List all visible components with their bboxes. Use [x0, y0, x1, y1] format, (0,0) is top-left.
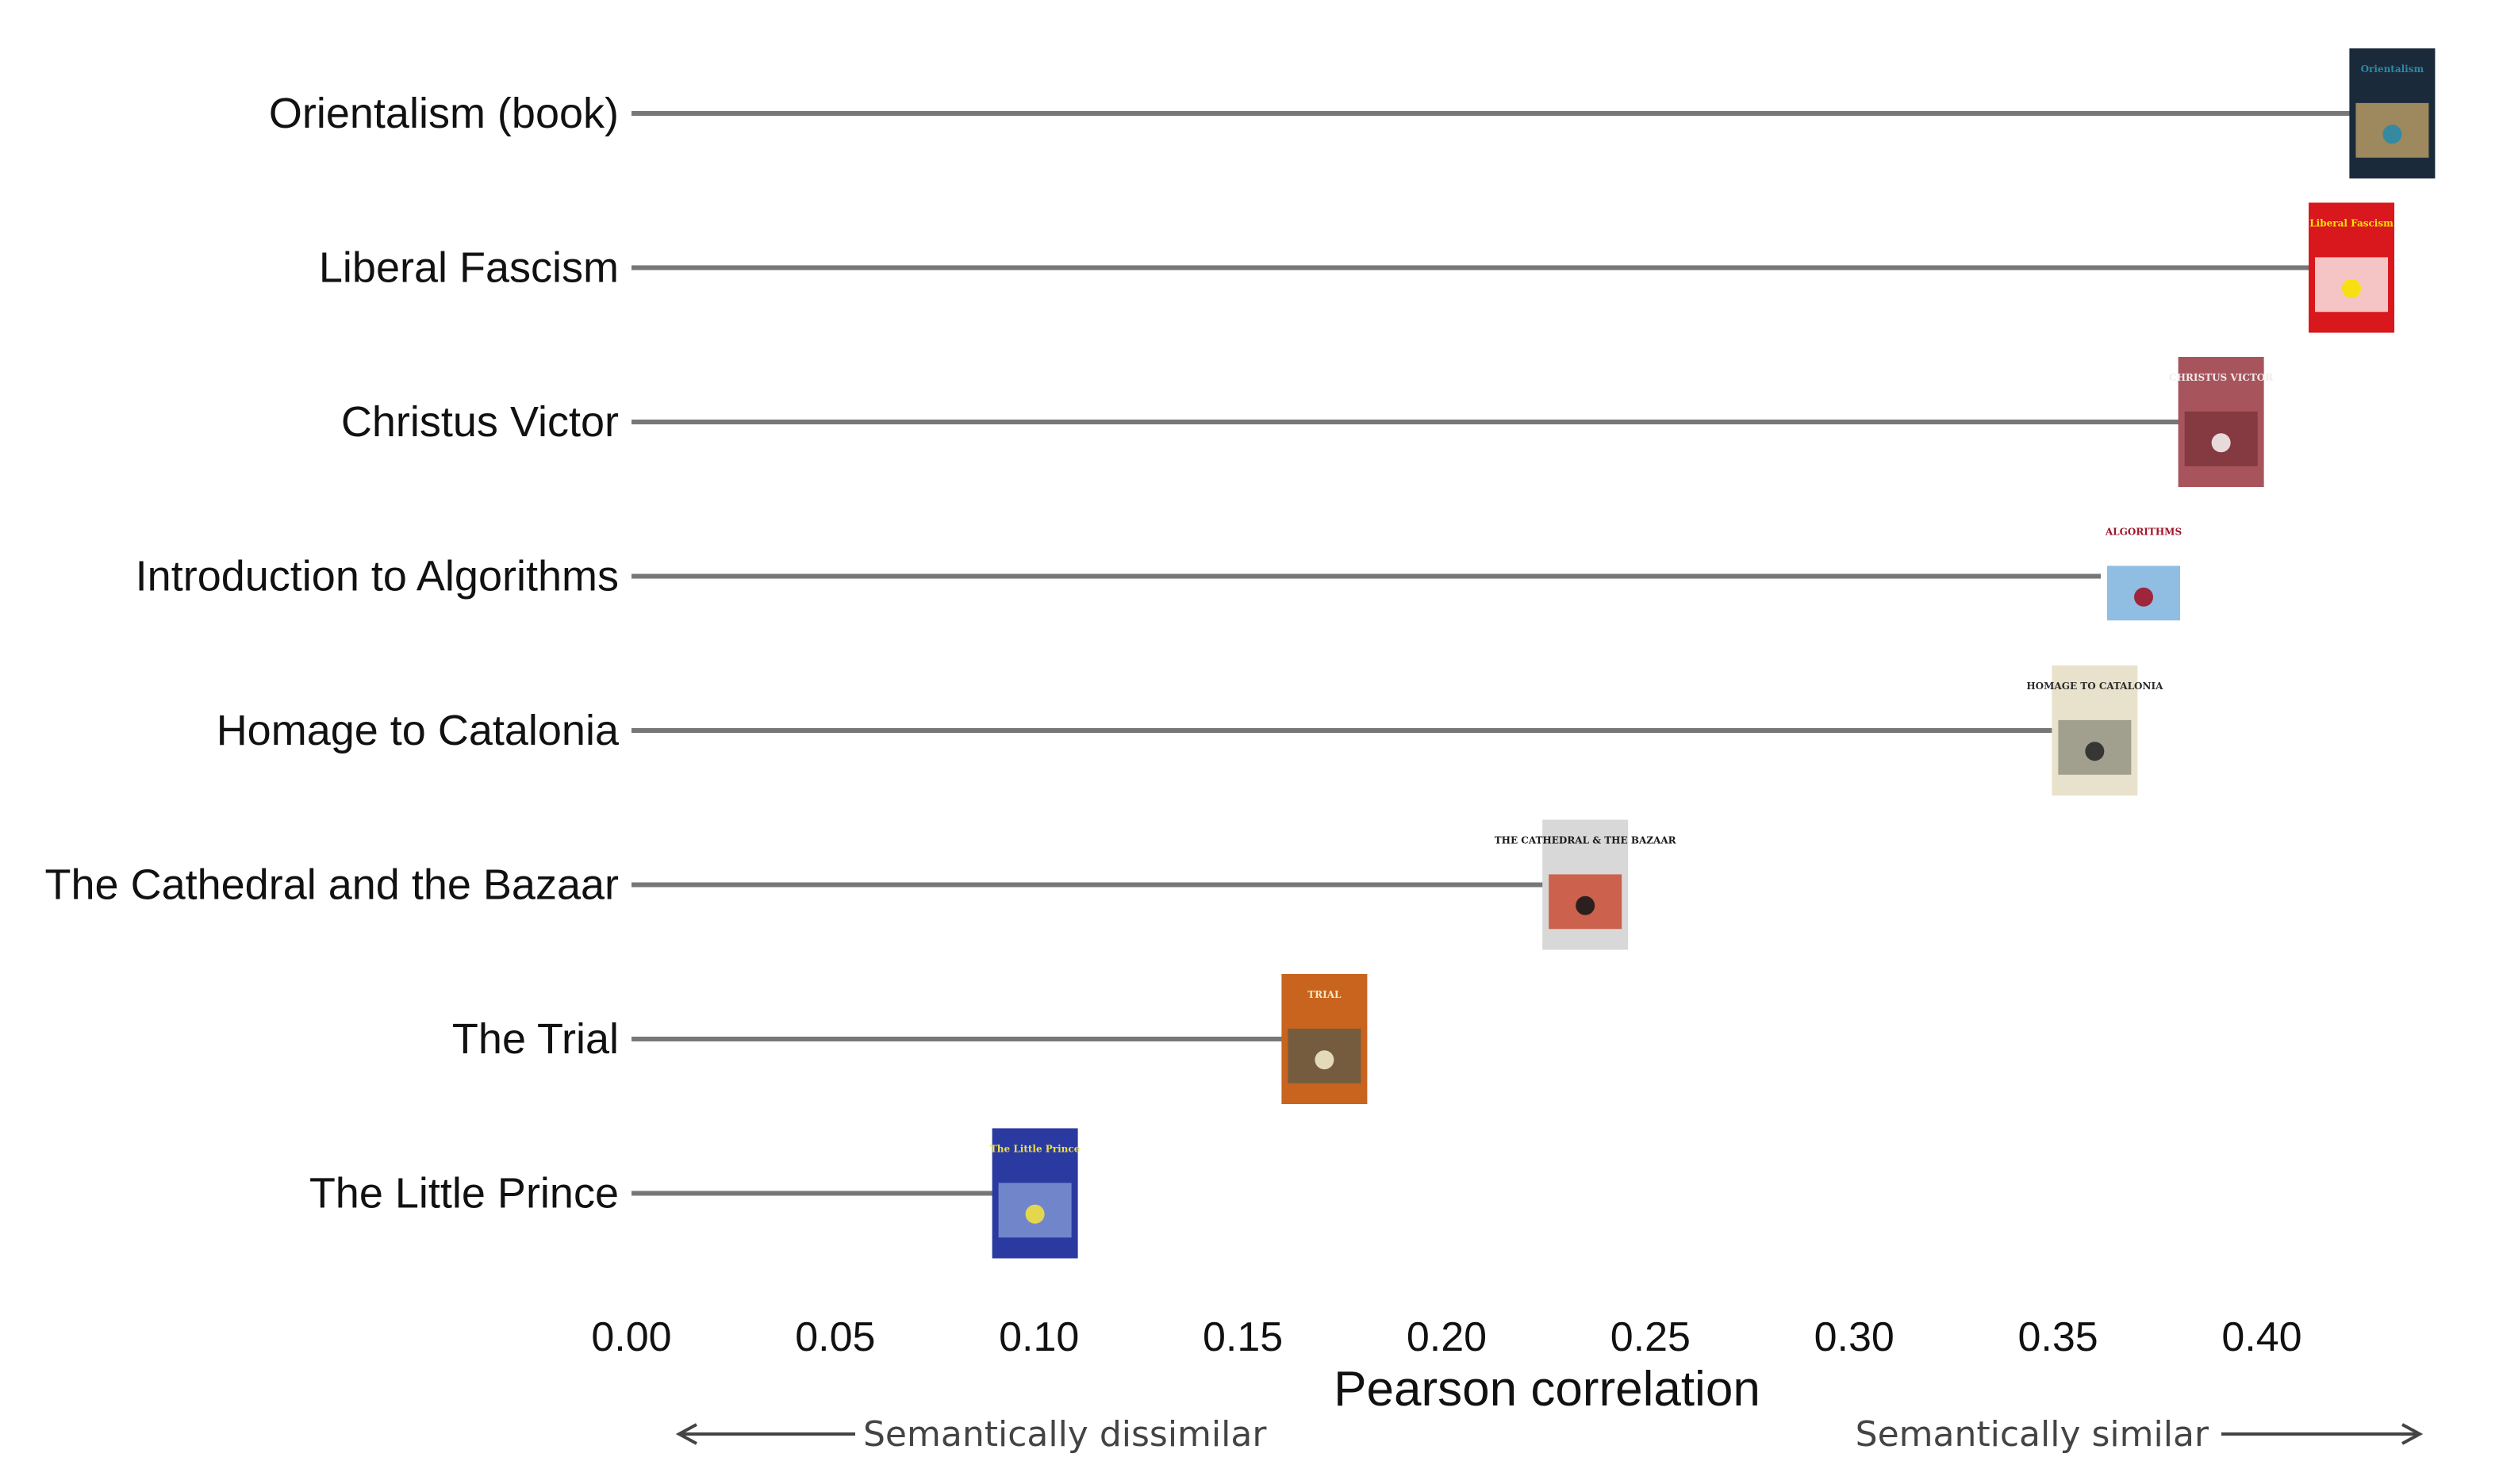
cover-title: Liberal Fascism [2309, 218, 2394, 229]
cover-emblem [2211, 433, 2231, 453]
book-cover-marker: Orientalism [2349, 48, 2436, 178]
category-label: Orientalism (book) [269, 90, 619, 137]
stems-layer [632, 111, 2393, 1196]
cover-title: Orientalism [2361, 63, 2424, 75]
similar-annotation: Semantically similar [1856, 1414, 2424, 1455]
cover-title: CHRISTUS VICTOR [2169, 372, 2274, 383]
x-tick-label: 0.35 [2018, 1314, 2098, 1360]
x-tick-label: 0.20 [1407, 1314, 1487, 1360]
category-labels: Orientalism (book) Liberal Fascism Christu… [45, 90, 620, 1217]
x-tick-label: 0.10 [999, 1314, 1079, 1360]
cover-emblem [1576, 895, 1595, 915]
category-label: Liberal Fascism [319, 244, 619, 292]
book-cover-marker: HOMAGE TO CATALONIA [2026, 665, 2163, 796]
book-cover-marker: TRIAL [1281, 974, 1368, 1104]
x-tick-label: 0.25 [1610, 1314, 1691, 1360]
dissimilar-annotation: Semantically dissimilar [675, 1414, 1267, 1455]
cover-emblem [2134, 587, 2154, 607]
covers-layer: Orientalism Liberal Fascism CHRISTUS VICTO… [990, 48, 2436, 1259]
category-label: Christus Victor [341, 398, 619, 446]
book-cover-marker: ALGORITHMS [2101, 511, 2187, 642]
x-tick-label: 0.30 [1814, 1314, 1895, 1360]
cover-emblem [1025, 1204, 1045, 1224]
category-label: Homage to Catalonia [217, 707, 620, 754]
book-cover-marker: The Little Prince [990, 1128, 1081, 1259]
category-label: The Cathedral and the Bazaar [45, 861, 619, 909]
book-cover-marker: Liberal Fascism [2309, 202, 2395, 333]
cover-emblem [2382, 125, 2402, 144]
x-tick-label: 0.40 [2221, 1314, 2301, 1360]
category-label: The Little Prince [309, 1170, 619, 1217]
right-arrowhead-icon [2401, 1423, 2424, 1445]
cover-title: ALGORITHMS [2105, 527, 2182, 538]
cover-title: HOMAGE TO CATALONIA [2026, 681, 2163, 692]
book-cover-marker: CHRISTUS VICTOR [2169, 357, 2274, 487]
category-label: The Trial [452, 1015, 619, 1063]
category-label: Introduction to Algorithms [136, 553, 619, 600]
cover-emblem [2342, 278, 2362, 298]
x-axis-title: Pearson correlation [1334, 1362, 1760, 1417]
cover-title: TRIAL [1307, 989, 1342, 1000]
dissimilar-label: Semantically dissimilar [863, 1414, 1267, 1455]
cover-emblem [1315, 1050, 1334, 1070]
x-tick-labels: 0.00 0.05 0.10 0.15 0.20 0.25 0.30 0.35 0.40 [591, 1314, 2301, 1360]
similar-label: Semantically similar [1856, 1414, 2209, 1455]
book-cover-marker: THE CATHEDRAL & THE BAZAAR [1495, 819, 1677, 950]
cover-emblem [2085, 742, 2105, 761]
x-tick-label: 0.05 [795, 1314, 875, 1360]
x-tick-label: 0.00 [591, 1314, 671, 1360]
cover-title: The Little Prince [990, 1144, 1081, 1155]
cover-title: THE CATHEDRAL & THE BAZAAR [1495, 835, 1677, 846]
left-arrowhead-icon [675, 1423, 697, 1445]
x-tick-label: 0.15 [1203, 1314, 1283, 1360]
